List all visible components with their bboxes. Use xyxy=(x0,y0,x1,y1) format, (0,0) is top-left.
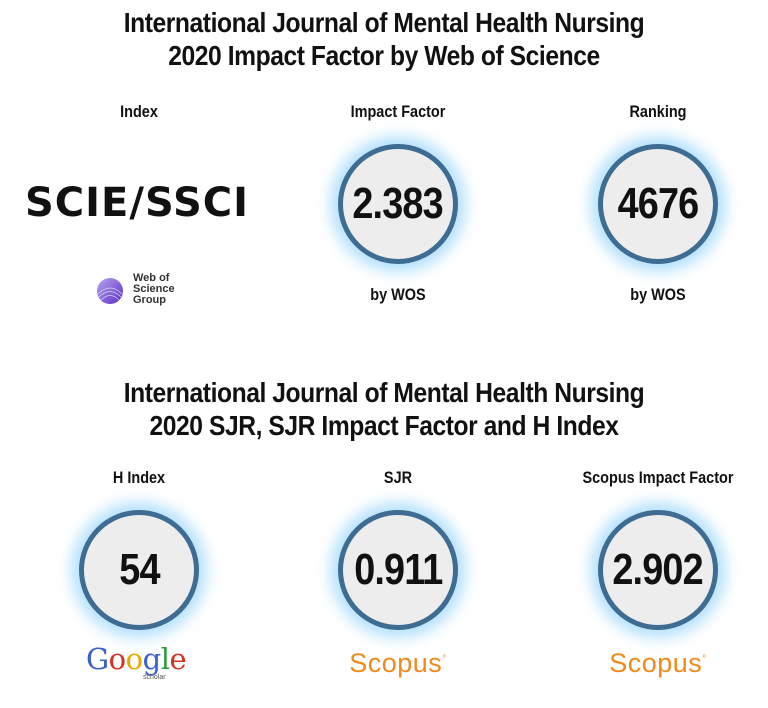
ranking-circle: 4676 xyxy=(598,144,718,264)
impact-factor-circle: 2.383 xyxy=(338,144,458,264)
scopus-impact-factor-label: Scopus Impact Factor xyxy=(582,468,734,487)
ranking-value: 4676 xyxy=(617,179,700,228)
impact-factor-value: 2.383 xyxy=(352,179,444,228)
scopus-impact-factor-logo-text: Scopus xyxy=(609,648,703,678)
web-of-science-logo: Web of Science Group xyxy=(93,272,175,306)
scopus-impact-factor-circle: 2.902 xyxy=(598,510,718,630)
h-index-label: H Index xyxy=(112,468,166,487)
sjr-circle: 0.911 xyxy=(338,510,458,630)
section2-title-line2: 2020 SJR, SJR Impact Factor and H Index xyxy=(149,410,619,441)
ranking-label: Ranking xyxy=(629,102,687,121)
index-label: Index xyxy=(120,102,158,121)
web-of-science-icon xyxy=(97,278,123,304)
google-scholar-subtext: scholar xyxy=(143,674,166,681)
section2-title: International Journal of Mental Health N… xyxy=(46,376,722,442)
impact-factor-label: Impact Factor xyxy=(350,102,446,121)
web-of-science-text: Web of Science Group xyxy=(133,271,175,306)
impact-factor-source: by WOS xyxy=(370,285,426,304)
sjr-scopus-logo-text: Scopus xyxy=(349,648,443,678)
sjr-value: 0.911 xyxy=(353,545,443,594)
h-index-circle: 54 xyxy=(79,510,199,630)
scopus-impact-factor-scopus-logo: Scopus° xyxy=(609,648,707,678)
scopus-impact-factor-value: 2.902 xyxy=(612,545,704,594)
sjr-label: SJR xyxy=(383,468,413,487)
google-scholar-logo: Google xyxy=(86,642,187,676)
section1-title-line2: 2020 Impact Factor by Web of Science xyxy=(168,40,600,71)
h-index-value: 54 xyxy=(118,545,160,594)
ranking-source: by WOS xyxy=(630,285,686,304)
section1-title-line1: International Journal of Mental Health N… xyxy=(123,7,645,38)
index-value: SCIE/SSCI xyxy=(25,180,250,226)
section2-title-line1: International Journal of Mental Health N… xyxy=(123,377,645,408)
sjr-scopus-logo: Scopus° xyxy=(349,648,447,678)
section1-title: International Journal of Mental Health N… xyxy=(46,6,722,72)
